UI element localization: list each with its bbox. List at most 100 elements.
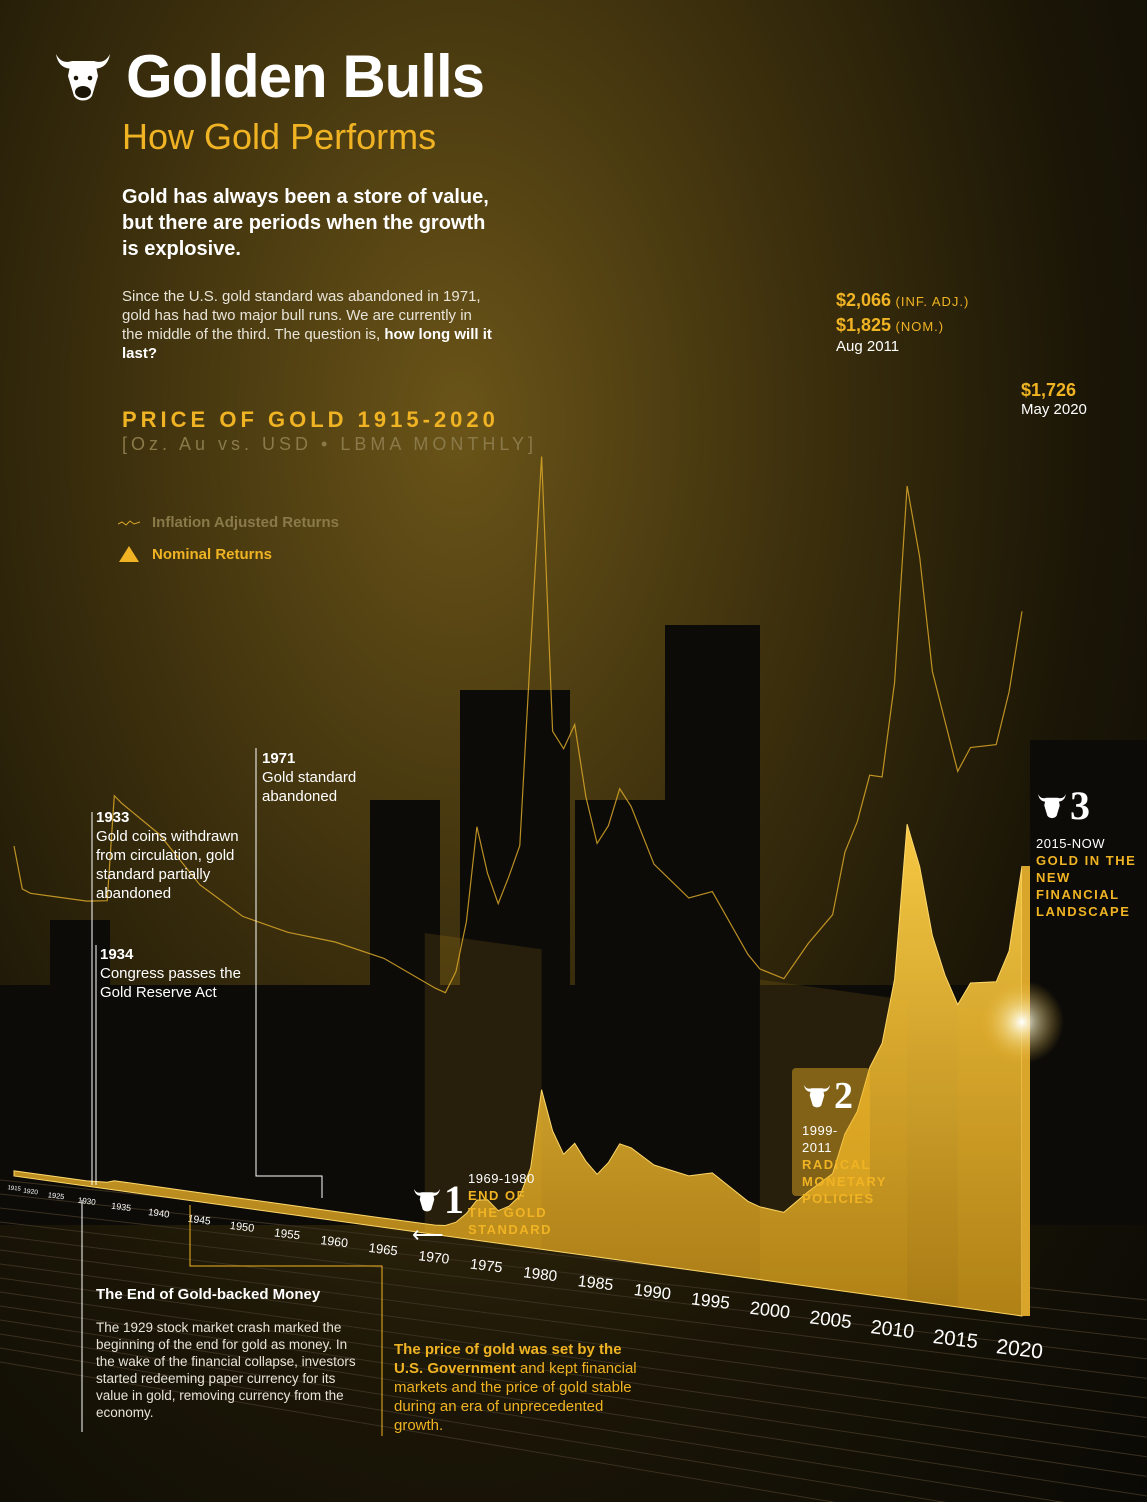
period-2-name: RADICAL MONETARY POLICIES xyxy=(802,1157,887,1206)
period-1-badge: 1 ⟵ xyxy=(412,1176,464,1247)
year-label-1975: 1975 xyxy=(469,1257,503,1277)
chart-title: PRICE OF GOLD 1915-2020 xyxy=(122,407,499,432)
page-title: Golden Bulls xyxy=(126,43,485,110)
legend-label-nominal: Nominal Returns xyxy=(152,545,273,563)
chart-subtitle: [Oz. Au vs. USD • LBMA MONTHLY] xyxy=(122,434,538,454)
building xyxy=(460,690,570,1020)
bull-run-bands xyxy=(424,933,1022,1316)
grid-line xyxy=(0,1235,1147,1379)
grid-line xyxy=(0,1263,1147,1419)
grid-line xyxy=(0,1361,836,1502)
year-label-1945: 1945 xyxy=(187,1214,211,1228)
legend-item-nominal: Nominal Returns xyxy=(118,545,272,563)
period-2-number: 2 xyxy=(834,1075,853,1117)
gov-note-bold: The price of gold was set by the U.S. Go… xyxy=(394,1341,622,1377)
year-label-1950: 1950 xyxy=(229,1220,255,1235)
annotation-1971-year: 1971 xyxy=(262,750,296,767)
title-row: Golden Bulls xyxy=(52,42,485,111)
period-2-badge: 2 1999-2011 RADICAL MONETARY POLICIES xyxy=(792,1068,885,1206)
grid-line xyxy=(0,1347,947,1502)
year-label-1970: 1970 xyxy=(418,1247,451,1267)
period-1-name: END OF THE GOLD STANDARD xyxy=(468,1188,552,1237)
building xyxy=(575,800,670,1030)
peak-2011-nom-value: $1,825 xyxy=(836,315,892,335)
annotation-1934-text: Congress passes the Gold Reserve Act xyxy=(100,965,241,1001)
annotation-1933: 1933 Gold coins withdrawn from circulati… xyxy=(96,808,246,903)
flare-glow xyxy=(980,980,1064,1064)
intro-text: Since the U.S. gold standard was abandon… xyxy=(122,288,481,343)
period-1-label: 1969-1980 END OF THE GOLD STANDARD xyxy=(468,1170,558,1238)
end-of-gold-money-note: The End of Gold-backed Money The 1929 st… xyxy=(96,1286,366,1421)
period-3-label: 2015-NOW GOLD IN THE NEW FINANCIAL LANDS… xyxy=(1036,835,1147,920)
period-2-label: 1999-2011 RADICAL MONETARY POLICIES xyxy=(802,1122,887,1207)
bull-icon xyxy=(413,1188,441,1211)
period-band-3 xyxy=(957,1007,1022,1316)
legend-label-inflation: Inflation Adjusted Returns xyxy=(152,514,339,531)
period-3-name: GOLD IN THE NEW FINANCIAL LANDSCAPE xyxy=(1036,853,1137,919)
grid-line xyxy=(0,1319,1147,1497)
year-label-2005: 2005 xyxy=(808,1307,852,1333)
year-label-1965: 1965 xyxy=(368,1240,399,1258)
annotation-1933-text: Gold coins withdrawn from circulation, g… xyxy=(96,828,239,902)
peak-2011-label: $2,066 (INF. ADJ.) $1,825 (NOM.) Aug 201… xyxy=(836,290,969,355)
peak-2020-value: $1,726 xyxy=(1021,380,1077,400)
year-label-1985: 1985 xyxy=(577,1273,615,1294)
end-note-title: The End of Gold-backed Money xyxy=(96,1286,321,1303)
government-price-note: The price of gold was set by the U.S. Go… xyxy=(394,1340,654,1435)
line-swatch-icon xyxy=(118,519,140,526)
peak-2020-label: $1,726 May 2020 xyxy=(1021,380,1087,418)
grid-line xyxy=(0,1221,1147,1360)
left-arrow-icon: ⟵ xyxy=(412,1222,444,1247)
year-label-1920: 1920 xyxy=(23,1188,39,1197)
page-subtitle: How Gold Performs xyxy=(122,116,437,157)
peak-2011-inf-tag: (INF. ADJ.) xyxy=(895,294,970,309)
bull-icon xyxy=(803,1084,831,1108)
triangle-swatch-icon xyxy=(119,546,139,562)
period-1-number: 1 xyxy=(444,1177,464,1222)
building xyxy=(665,625,760,1035)
grid-line xyxy=(0,1333,1065,1502)
building xyxy=(370,800,440,1020)
year-label-1930: 1930 xyxy=(77,1196,96,1207)
year-label-1980: 1980 xyxy=(522,1264,558,1285)
intro-question: how long will it last? xyxy=(122,326,492,362)
legend-item-inflation: Inflation Adjusted Returns xyxy=(118,514,339,531)
period-3-years: 2015-NOW xyxy=(1036,836,1106,851)
x-axis-year-labels: 1915 1920 1925 1930 1935 1940 1945 1950 1955 1960… xyxy=(7,1185,1044,1363)
bull-icon xyxy=(56,53,110,100)
gov-note-text: and kept financial markets and the price… xyxy=(394,1360,637,1434)
year-label-1990: 1990 xyxy=(633,1280,672,1303)
period-band-1 xyxy=(424,933,542,1250)
annotation-1934-year: 1934 xyxy=(100,946,134,963)
year-label-1995: 1995 xyxy=(690,1288,731,1313)
leader-government xyxy=(189,1205,383,1436)
year-label-1955: 1955 xyxy=(273,1226,301,1242)
bull-icon xyxy=(1038,793,1066,818)
peak-2020-date: May 2020 xyxy=(1021,401,1087,418)
peak-2011-date: Aug 2011 xyxy=(836,338,900,355)
grid-line xyxy=(0,1291,1147,1458)
building xyxy=(50,920,110,1040)
period-1-years: 1969-1980 xyxy=(468,1171,535,1186)
annotation-leader-lines xyxy=(81,748,383,1436)
intro-paragraph: Since the U.S. gold standard was abandon… xyxy=(122,287,494,363)
year-label-2015: 2015 xyxy=(932,1326,979,1353)
lead-text: Gold has always been a store of value, b… xyxy=(122,186,489,260)
year-label-2010: 2010 xyxy=(869,1316,915,1343)
annotation-1971-text: Gold standard abandoned xyxy=(262,769,357,805)
nominal-returns-area xyxy=(13,824,1023,1317)
year-label-1935: 1935 xyxy=(111,1201,132,1213)
annotation-1933-year: 1933 xyxy=(96,809,130,826)
period-3-number: 3 xyxy=(1070,783,1090,828)
inflation-adjusted-line xyxy=(13,456,1023,994)
year-label-1960: 1960 xyxy=(320,1233,349,1250)
annotation-1934: 1934 Congress passes the Gold Reserve Ac… xyxy=(100,945,245,1002)
annotation-1971: 1971 Gold standard abandoned xyxy=(262,749,387,806)
year-label-2000: 2000 xyxy=(749,1298,791,1323)
period-2-years: 1999-2011 xyxy=(802,1123,838,1155)
year-label-1925: 1925 xyxy=(47,1190,64,1201)
period-3-badge: 3 2015-NOW GOLD IN THE NEW FINANCIAL LAN… xyxy=(1036,782,1147,920)
peak-2011-nom-tag: (NOM.) xyxy=(895,319,945,334)
